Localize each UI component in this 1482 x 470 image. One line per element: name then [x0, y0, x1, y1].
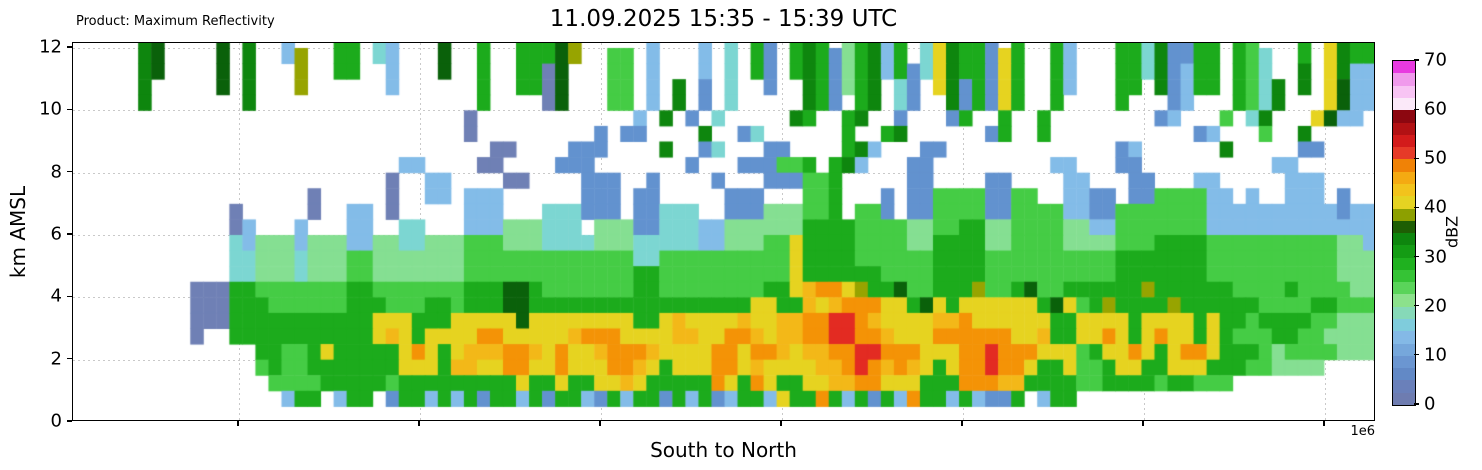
colorbar-tick-label: 40: [1424, 196, 1447, 218]
colorbar-stop: [1393, 319, 1415, 332]
colorbar-stop: [1393, 85, 1415, 98]
colorbar-stop: [1393, 282, 1415, 295]
colorbar-stop: [1393, 294, 1415, 307]
colorbar-tick-label: 10: [1424, 344, 1447, 366]
colorbar-tick-label: 0: [1424, 393, 1436, 415]
colorbar-tick: [1414, 305, 1419, 307]
colorbar-stop: [1393, 380, 1415, 393]
x-tick: [418, 421, 420, 426]
colorbar-stop: [1393, 147, 1415, 160]
colorbar-label: dBZ: [1442, 215, 1462, 249]
colorbar-stop: [1393, 61, 1415, 74]
x-tick: [1323, 421, 1325, 426]
colorbar-stop: [1393, 257, 1415, 270]
colorbar-stop: [1393, 110, 1415, 123]
colorbar-stop: [1393, 331, 1415, 344]
y-tick: [67, 295, 72, 298]
y-tick: [67, 357, 72, 360]
colorbar-tick-label: 30: [1424, 246, 1447, 268]
colorbar-tick: [1414, 354, 1419, 356]
colorbar-tick-label: 20: [1424, 295, 1447, 317]
x-offset-label: 1e6: [1350, 424, 1375, 439]
y-tick: [67, 46, 72, 48]
x-tick: [1142, 421, 1144, 426]
y-tick: [67, 233, 72, 235]
colorbar: [1392, 60, 1416, 406]
colorbar-tick-label: 60: [1424, 98, 1447, 120]
colorbar-stop: [1393, 269, 1415, 283]
y-tick-label: 0: [50, 410, 62, 432]
colorbar-stop: [1393, 208, 1415, 221]
reflectivity-heatmap: [73, 43, 1374, 420]
colorbar-stop: [1393, 368, 1415, 381]
x-tick: [599, 421, 601, 426]
colorbar-tick: [1414, 255, 1419, 258]
y-tick-label: 8: [50, 161, 62, 183]
plot-area: [72, 42, 1375, 421]
y-tick-label: 10: [39, 98, 62, 120]
colorbar-tick-label: 50: [1424, 147, 1447, 169]
colorbar-stop: [1393, 159, 1415, 172]
product-label: Product: Maximum Reflectivity: [76, 14, 275, 29]
colorbar-stop: [1393, 220, 1415, 234]
y-tick: [67, 108, 72, 110]
y-tick-label: 12: [39, 36, 62, 58]
y-tick: [67, 420, 72, 422]
colorbar-stop: [1393, 122, 1415, 135]
colorbar-stop: [1393, 97, 1415, 111]
colorbar-stop: [1393, 392, 1415, 405]
colorbar-tick: [1414, 403, 1419, 405]
x-tick: [237, 421, 239, 426]
colorbar-tick: [1414, 206, 1419, 209]
colorbar-stop: [1393, 233, 1415, 246]
colorbar-tick: [1414, 108, 1419, 110]
colorbar-stop: [1393, 73, 1415, 86]
y-tick-label: 6: [50, 223, 62, 245]
chart-title: 11.09.2025 15:35 - 15:39 UTC: [549, 6, 898, 32]
y-tick-label: 4: [50, 285, 62, 307]
x-tick: [780, 421, 782, 426]
colorbar-stop: [1393, 245, 1415, 258]
colorbar-stop: [1393, 171, 1415, 184]
colorbar-stop: [1393, 355, 1415, 369]
colorbar-stop: [1393, 306, 1415, 320]
colorbar-tick: [1414, 157, 1419, 159]
x-axis-label: South to North: [650, 438, 797, 462]
y-tick: [67, 170, 72, 173]
colorbar-tick: [1414, 59, 1419, 61]
colorbar-stop: [1393, 134, 1415, 148]
colorbar-stop: [1393, 343, 1415, 356]
colorbar-stop: [1393, 196, 1415, 209]
colorbar-tick-label: 70: [1424, 49, 1447, 71]
x-tick: [961, 421, 963, 426]
colorbar-stop: [1393, 183, 1415, 197]
y-tick-label: 2: [50, 348, 62, 370]
